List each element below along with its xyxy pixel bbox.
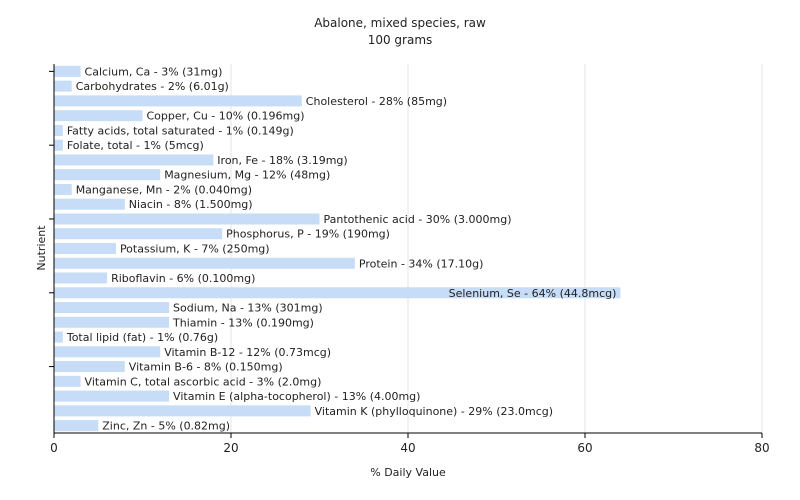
bar [54,95,302,107]
bar [54,405,311,417]
bar-label: Riboflavin - 6% (0.100mg) [111,272,255,285]
x-tick-label: 80 [754,441,769,455]
bar-label: Iron, Fe - 18% (3.19mg) [217,154,347,167]
bar-label: Magnesium, Mg - 12% (48mg) [164,169,330,182]
bar [54,80,72,92]
bars: Calcium, Ca - 3% (31mg) Carbohydrates - 2… [54,65,621,433]
bar [54,169,161,181]
bar-label: Thiamin - 13% (0.190mg) [172,316,314,329]
x-axis-title: % Daily Value [370,466,446,479]
bar-label: Vitamin K (phylloquinone) - 29% (23.0mcg… [315,405,553,418]
bar [54,110,143,122]
bar-label: Fatty acids, total saturated - 1% (0.149… [67,124,294,137]
bar-label: Zinc, Zn - 5% (0.82mg) [102,420,230,433]
bar [54,154,214,166]
y-axis-title: Nutrient [35,225,48,271]
bar [54,331,63,343]
bar [54,272,108,284]
bar-label: Pantothenic acid - 30% (3.000mg) [324,213,512,226]
bar-label: Carbohydrates - 2% (6.01g) [76,80,229,93]
bar-label: Vitamin B-12 - 12% (0.73mcg) [164,346,331,359]
bar [54,302,170,314]
bar [54,257,355,269]
bar-label: Copper, Cu - 10% (0.196mg) [147,110,305,123]
bar-label: Vitamin E (alpha-tocopherol) - 13% (4.00… [173,390,420,403]
bar-label: Calcium, Ca - 3% (31mg) [85,65,223,78]
gridlines [230,64,763,433]
bar [54,65,81,77]
axes: 0 20 40 60 80 [49,64,770,455]
bar [54,198,125,210]
bar-label: Folate, total - 1% (5mcg) [67,139,204,152]
bar-label: Sodium, Na - 13% (301mg) [173,302,323,315]
bar [54,390,170,402]
chart-subtitle: 100 grams [368,33,433,47]
x-tick-label: 0 [50,441,58,455]
bar [54,316,170,328]
bar [54,420,99,432]
bar-label: Protein - 34% (17.10g) [359,257,484,270]
x-tick-label: 60 [577,441,592,455]
bar [54,124,63,136]
bar-label: Niacin - 8% (1.500mg) [129,198,253,211]
bar-label: Selenium, Se - 64% (44.8mcg) [449,287,617,300]
bar-label: Vitamin C, total ascorbic acid - 3% (2.0… [85,375,322,388]
bar [54,287,621,299]
bar-label: Total lipid (fat) - 1% (0.76g) [66,331,218,344]
bar [54,228,223,240]
bar [54,139,63,151]
bar-label: Potassium, K - 7% (250mg) [120,243,270,256]
bar [54,243,116,254]
bar [54,361,125,373]
x-tick-label: 20 [223,441,238,455]
bar-label: Manganese, Mn - 2% (0.040mg) [76,183,252,196]
bar [54,183,72,195]
bar [54,375,81,387]
bar-label: Cholesterol - 28% (85mg) [306,95,447,108]
bar-label: Vitamin B-6 - 8% (0.150mg) [129,361,283,374]
bar [54,213,320,225]
x-tick-label: 40 [400,441,415,455]
bar [54,346,161,358]
bar-label: Phosphorus, P - 19% (190mg) [226,228,390,241]
chart-title: Abalone, mixed species, raw [314,16,486,30]
